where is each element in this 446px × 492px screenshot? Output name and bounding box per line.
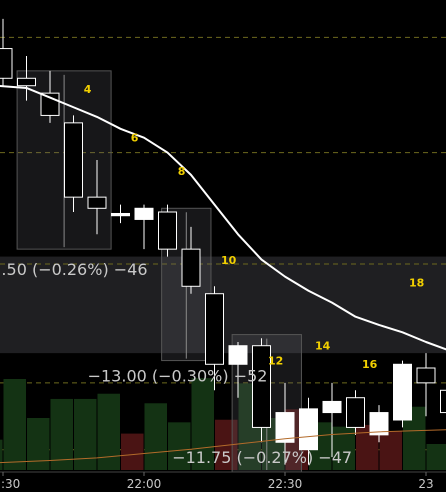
volume-bar bbox=[121, 433, 144, 470]
moving-average-line bbox=[0, 85, 446, 351]
measure-label: 1.50 (−0.26%) −46 bbox=[0, 260, 148, 279]
volume-bars bbox=[0, 378, 446, 470]
candle-body bbox=[87, 196, 107, 209]
count-label: 18 bbox=[409, 276, 424, 289]
volume-bar bbox=[3, 379, 26, 470]
volume-bar bbox=[97, 393, 120, 470]
candle-body bbox=[0, 48, 13, 79]
volume-bar bbox=[74, 398, 97, 470]
candle-body bbox=[40, 92, 60, 116]
volume-average-line bbox=[0, 429, 446, 464]
x-tick-label: 22:00 bbox=[127, 477, 162, 491]
x-axis: 21:30 22:00 22:30 23 bbox=[0, 471, 446, 491]
x-tick-label: 23 bbox=[418, 477, 433, 491]
candle-body bbox=[393, 363, 412, 421]
count-label: 4 bbox=[84, 83, 92, 96]
measure-label: −13.00 (−0.30%) −52 bbox=[88, 366, 268, 385]
count-label: 16 bbox=[362, 358, 378, 371]
volume-bar bbox=[332, 426, 355, 470]
candle-body bbox=[111, 212, 130, 217]
candle-body bbox=[228, 345, 248, 365]
volume-bar bbox=[403, 406, 426, 470]
volume-bar bbox=[144, 403, 167, 470]
volume-bar bbox=[168, 422, 191, 470]
x-tick-label: 21:30 bbox=[0, 477, 20, 491]
measure-labels: 1.50 (−0.26%) −46 −13.00 (−0.30%) −52 −11.… bbox=[0, 260, 352, 467]
candle-body bbox=[181, 248, 201, 287]
count-labels: 24681012141618 bbox=[84, 83, 424, 371]
candle-body bbox=[322, 400, 342, 414]
candle-body bbox=[275, 412, 295, 443]
candle-body bbox=[64, 122, 83, 198]
moving-average bbox=[0, 85, 446, 351]
candle-body bbox=[17, 77, 36, 87]
candle-body bbox=[440, 389, 446, 414]
volume-average bbox=[0, 429, 446, 464]
candle-body bbox=[134, 207, 154, 220]
count-label: 8 bbox=[178, 165, 186, 178]
candle-body bbox=[369, 412, 389, 436]
x-tick-label: 22:30 bbox=[268, 477, 303, 491]
volume-bar bbox=[379, 431, 402, 470]
volume-bar bbox=[0, 439, 3, 470]
volume-bar bbox=[426, 444, 446, 470]
candle-body bbox=[299, 408, 318, 451]
volume-bar bbox=[27, 418, 50, 470]
candle-body bbox=[416, 367, 436, 384]
count-label: 10 bbox=[221, 254, 237, 267]
candle-body bbox=[205, 293, 224, 365]
count-label: 14 bbox=[315, 339, 331, 352]
count-label: 6 bbox=[131, 131, 139, 144]
candle-body bbox=[252, 345, 271, 428]
volume-bar bbox=[356, 424, 379, 470]
candles bbox=[0, 18, 446, 465]
count-label: 12 bbox=[268, 354, 283, 367]
candle-body bbox=[158, 211, 177, 250]
candle-body bbox=[346, 397, 365, 428]
measure-label: −11.75 (−0.27%) −47 bbox=[172, 448, 352, 467]
volume-bar bbox=[50, 398, 73, 470]
